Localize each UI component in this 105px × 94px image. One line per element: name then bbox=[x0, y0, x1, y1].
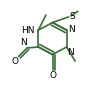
Text: O: O bbox=[11, 57, 18, 66]
Text: S: S bbox=[69, 12, 75, 21]
Text: N: N bbox=[68, 48, 74, 57]
Text: O: O bbox=[49, 71, 56, 80]
Text: HN: HN bbox=[21, 26, 35, 35]
Text: N: N bbox=[20, 38, 27, 47]
Text: N: N bbox=[68, 25, 75, 34]
